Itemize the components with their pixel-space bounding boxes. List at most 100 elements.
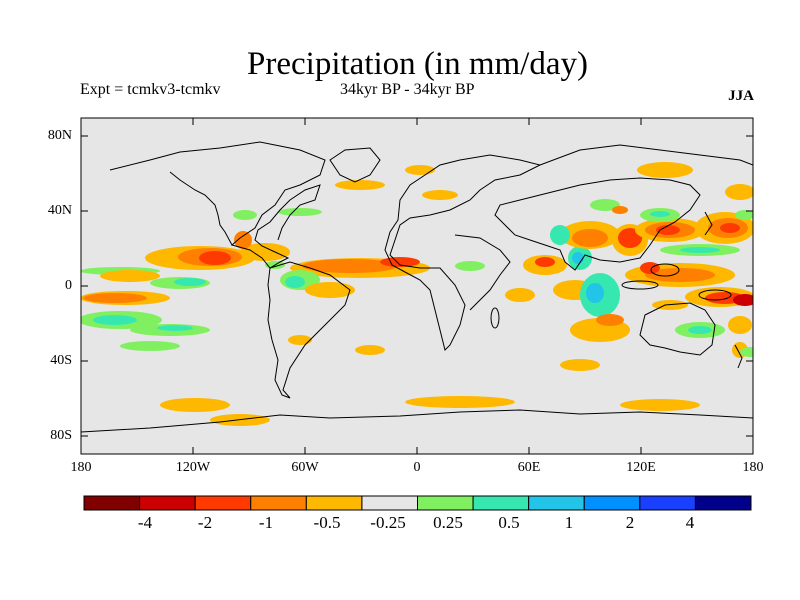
anomaly-patch bbox=[560, 359, 600, 371]
anomaly-patch bbox=[720, 223, 740, 233]
anomaly-patch bbox=[405, 396, 515, 408]
coastline-australia bbox=[639, 302, 716, 356]
experiment-label: Expt = tcmkv3-tcmkv bbox=[80, 81, 221, 98]
lon-ticks bbox=[192, 118, 642, 454]
coastline-indonesia bbox=[621, 280, 659, 290]
coastline-antarctica bbox=[81, 409, 753, 433]
colorbar-label: 1 bbox=[564, 513, 574, 532]
anomaly-patch bbox=[160, 398, 230, 412]
season-label: JJA bbox=[728, 88, 754, 104]
colorbar-swatch bbox=[139, 495, 196, 511]
colorbar-swatch bbox=[194, 495, 252, 511]
anomaly-patch bbox=[618, 228, 642, 248]
coastline-greenland bbox=[329, 147, 381, 183]
coastline-new-zealand bbox=[734, 344, 743, 369]
coastline-north-america-west bbox=[169, 171, 233, 246]
colorbar-swatch bbox=[472, 495, 530, 511]
anomaly-patch bbox=[380, 257, 420, 267]
coastline-japan bbox=[704, 211, 713, 236]
lon-label-60w: 60W bbox=[291, 460, 319, 475]
anomaly-patch bbox=[620, 399, 700, 411]
anomaly-patch bbox=[572, 229, 608, 247]
coastline-new-guinea bbox=[698, 289, 732, 301]
anomaly-patch bbox=[612, 206, 628, 214]
anomaly-patch bbox=[174, 278, 206, 286]
colorbar-swatch bbox=[528, 495, 585, 511]
anomaly-patch bbox=[120, 341, 180, 351]
anomaly-patch bbox=[335, 180, 385, 190]
lon-label-0: 0 bbox=[413, 460, 421, 475]
lon-label-120w: 120W bbox=[175, 460, 211, 475]
lat-label-40n: 40N bbox=[47, 203, 72, 218]
colorbar-label: -4 bbox=[137, 513, 153, 532]
anomaly-patch bbox=[93, 315, 137, 325]
anomaly-patch bbox=[735, 210, 753, 220]
anomaly-patch bbox=[550, 225, 570, 245]
colorbar bbox=[83, 495, 752, 511]
coastline-south-america bbox=[267, 261, 351, 399]
colorbar-label: -1 bbox=[258, 513, 274, 532]
colorbar-label: 0.5 bbox=[498, 513, 520, 532]
anomaly-patch bbox=[640, 262, 660, 274]
colorbar-swatch bbox=[250, 495, 307, 511]
anomaly-patch bbox=[505, 288, 535, 302]
anomaly-patch bbox=[302, 259, 398, 273]
colorbar-label: 0.25 bbox=[433, 513, 463, 532]
anomaly-patch bbox=[285, 276, 305, 288]
anomaly-patch bbox=[650, 211, 670, 217]
anomaly-patch bbox=[596, 314, 624, 326]
lon-label-60e: 60E bbox=[517, 460, 541, 475]
colorbar-label: -2 bbox=[197, 513, 213, 532]
anomaly-patch bbox=[405, 165, 435, 175]
colorbar-swatch bbox=[583, 495, 641, 511]
anomaly-patch bbox=[590, 199, 620, 211]
anomaly-patch bbox=[234, 231, 252, 249]
lat-label-80n: 80N bbox=[47, 128, 72, 143]
anomaly-patch bbox=[733, 294, 753, 306]
coastline-east-africa bbox=[454, 234, 511, 311]
anomaly-patch bbox=[688, 326, 712, 334]
lat-label-eq: 0 bbox=[65, 278, 72, 293]
plot-title: Precipitation (in mm/day) bbox=[247, 46, 588, 82]
colorbar-swatch bbox=[639, 495, 696, 511]
coastline-madagascar bbox=[490, 307, 500, 329]
anomaly-patch bbox=[278, 208, 322, 216]
anomaly-patch bbox=[199, 251, 231, 265]
lat-label-80s: 80S bbox=[50, 428, 72, 443]
colorbar-swatch bbox=[305, 495, 363, 511]
coastline-borneo bbox=[650, 263, 680, 277]
anomaly-patch bbox=[637, 162, 693, 178]
anomaly-patch bbox=[725, 184, 753, 200]
colorbar-swatch bbox=[694, 495, 752, 511]
anomaly-patch bbox=[233, 210, 257, 220]
period-label: 34kyr BP - 34kyr BP bbox=[340, 81, 475, 98]
anomaly-patch bbox=[645, 268, 715, 282]
anomaly-patch bbox=[535, 257, 555, 267]
anomaly-patch bbox=[572, 252, 584, 264]
colorbar-swatch bbox=[361, 495, 418, 511]
anomaly-patch bbox=[355, 345, 385, 355]
colorbar-label: 2 bbox=[625, 513, 635, 532]
colorbar-label: 4 bbox=[685, 513, 695, 532]
anomaly-patch bbox=[157, 325, 193, 331]
anomaly-patch bbox=[422, 190, 458, 200]
anomaly-patch bbox=[586, 283, 604, 303]
anomaly-patch bbox=[100, 270, 160, 282]
colorbar-label: -0.5 bbox=[313, 513, 341, 532]
lat-ticks bbox=[81, 135, 753, 437]
colorbar-swatch bbox=[417, 495, 474, 511]
anomaly-patch bbox=[728, 316, 752, 334]
coastlines bbox=[81, 141, 753, 433]
anomaly-patch bbox=[680, 247, 720, 253]
colorbar-label: -0.25 bbox=[370, 513, 406, 532]
lon-label-180w: 180 bbox=[70, 460, 92, 475]
coastline-asia bbox=[494, 144, 753, 271]
lon-label-120e: 120E bbox=[626, 460, 656, 475]
anomaly-patch bbox=[455, 261, 485, 271]
anomaly-patch bbox=[288, 335, 312, 345]
anomaly-patch bbox=[305, 282, 355, 298]
colorbar-swatch bbox=[83, 495, 141, 511]
anomaly-patch bbox=[656, 225, 680, 235]
anomaly-patch bbox=[740, 347, 753, 357]
